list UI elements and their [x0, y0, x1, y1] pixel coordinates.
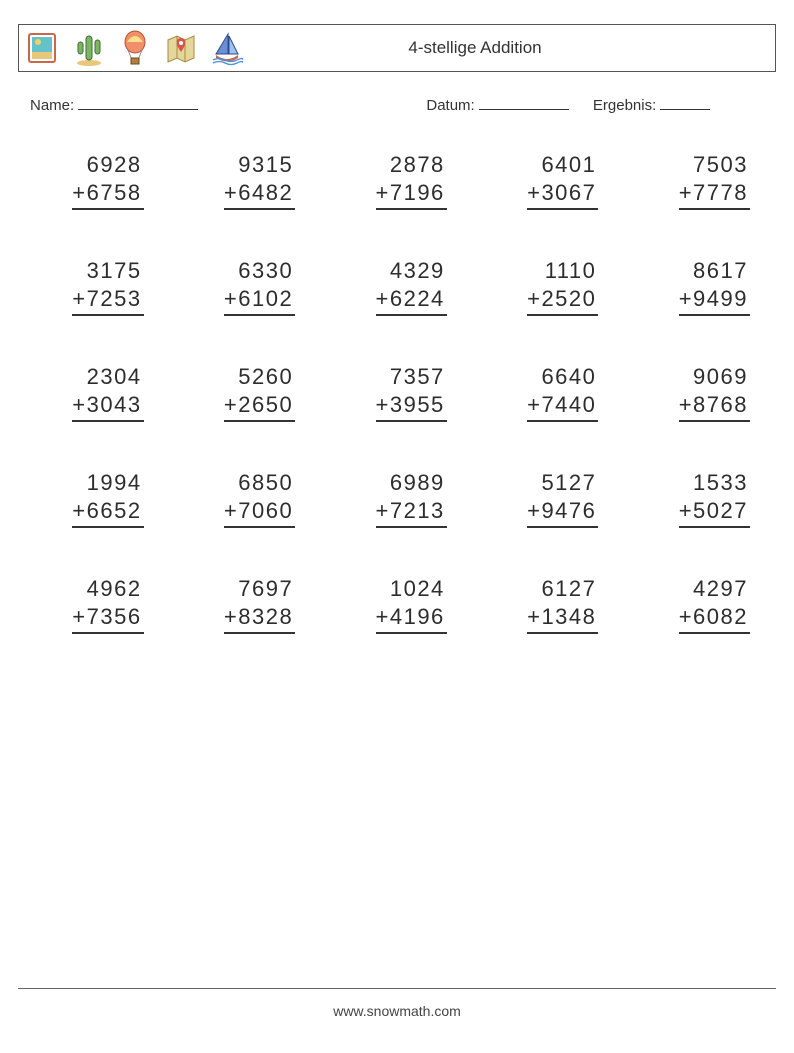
addend-top: 6928	[87, 152, 144, 178]
addition-problem: 6330+6102	[196, 258, 296, 316]
addend-top: 8617	[693, 258, 750, 284]
addend-top: 1533	[693, 470, 750, 496]
footer-text: www.snowmath.com	[0, 1003, 794, 1019]
addition-problem: 4329+6224	[347, 258, 447, 316]
addend-top: 1024	[390, 576, 447, 602]
addend-bottom: +7356	[72, 604, 143, 634]
score-field: Ergebnis:	[593, 96, 711, 114]
balloon-icon	[119, 30, 151, 66]
addend-bottom: +1348	[527, 604, 598, 634]
addend-bottom: +9476	[527, 498, 598, 528]
addend-bottom: +7440	[527, 392, 598, 422]
date-blank[interactable]	[479, 96, 569, 110]
addend-top: 1110	[545, 258, 599, 284]
addend-bottom: +6224	[376, 286, 447, 316]
addition-problem: 6989+7213	[347, 470, 447, 528]
addition-problem: 6401+3067	[499, 152, 599, 210]
addend-bottom: +6082	[679, 604, 750, 634]
cactus-icon	[73, 30, 105, 66]
addend-top: 6330	[238, 258, 295, 284]
addend-top: 4297	[693, 576, 750, 602]
addend-bottom: +8768	[679, 392, 750, 422]
addition-problem: 2304+3043	[44, 364, 144, 422]
addend-bottom: +7196	[376, 180, 447, 210]
addition-problem: 4297+6082	[650, 576, 750, 634]
addition-problem: 6640+7440	[499, 364, 599, 422]
addend-bottom: +6482	[224, 180, 295, 210]
addition-problem: 5127+9476	[499, 470, 599, 528]
score-label: Ergebnis:	[593, 97, 656, 114]
footer-rule	[18, 988, 776, 989]
addition-problem: 7357+3955	[347, 364, 447, 422]
addend-top: 6640	[541, 364, 598, 390]
addition-problem: 1110+2520	[499, 258, 599, 316]
addition-problem: 7503+7778	[650, 152, 750, 210]
addend-bottom: +7060	[224, 498, 295, 528]
addend-bottom: +3043	[72, 392, 143, 422]
page-title: 4-stellige Addition	[243, 38, 767, 58]
name-field: Name:	[30, 96, 426, 114]
addend-bottom: +2520	[527, 286, 598, 316]
addition-problem: 6850+7060	[196, 470, 296, 528]
problems-grid: 6928+6758 9315+6482 2878+7196 6401+3067 7503…	[18, 134, 776, 634]
addend-top: 2304	[87, 364, 144, 390]
icon-strip	[27, 30, 243, 66]
addition-problem: 7697+8328	[196, 576, 296, 634]
addend-top: 3175	[87, 258, 144, 284]
addition-problem: 6928+6758	[44, 152, 144, 210]
addend-bottom: +7778	[679, 180, 750, 210]
addend-top: 6850	[238, 470, 295, 496]
worksheet-page: 4-stellige Addition Name: Datum: Ergebni…	[0, 0, 794, 1053]
addend-bottom: +3067	[527, 180, 598, 210]
addition-problem: 2878+7196	[347, 152, 447, 210]
addend-top: 5127	[541, 470, 598, 496]
name-label: Name:	[30, 97, 74, 114]
addition-problem: 4962+7356	[44, 576, 144, 634]
addend-top: 7357	[390, 364, 447, 390]
addend-bottom: +6652	[72, 498, 143, 528]
addition-problem: 1024+4196	[347, 576, 447, 634]
addend-top: 6401	[541, 152, 598, 178]
addend-top: 4329	[390, 258, 447, 284]
info-row: Name: Datum: Ergebnis:	[18, 90, 776, 134]
score-blank[interactable]	[660, 96, 710, 110]
date-field: Datum:	[426, 96, 569, 114]
addend-top: 6127	[541, 576, 598, 602]
addend-top: 6989	[390, 470, 447, 496]
addition-problem: 6127+1348	[499, 576, 599, 634]
addition-problem: 5260+2650	[196, 364, 296, 422]
addend-top: 5260	[238, 364, 295, 390]
coast-frame-icon	[27, 30, 59, 66]
addition-problem: 1533+5027	[650, 470, 750, 528]
addend-bottom: +7253	[72, 286, 143, 316]
addend-top: 7503	[693, 152, 750, 178]
addend-top: 7697	[238, 576, 295, 602]
map-pin-icon	[165, 30, 197, 66]
header-box: 4-stellige Addition	[18, 24, 776, 72]
addition-problem: 9315+6482	[196, 152, 296, 210]
addend-top: 9315	[238, 152, 295, 178]
addition-problem: 1994+6652	[44, 470, 144, 528]
addition-problem: 3175+7253	[44, 258, 144, 316]
addend-bottom: +6102	[224, 286, 295, 316]
addend-bottom: +8328	[224, 604, 295, 634]
addend-top: 9069	[693, 364, 750, 390]
addend-top: 4962	[87, 576, 144, 602]
addend-bottom: +2650	[224, 392, 295, 422]
sailboat-icon	[211, 30, 243, 66]
addend-bottom: +6758	[72, 180, 143, 210]
addend-bottom: +9499	[679, 286, 750, 316]
addend-bottom: +4196	[376, 604, 447, 634]
addend-bottom: +5027	[679, 498, 750, 528]
addend-top: 1994	[87, 470, 144, 496]
addend-bottom: +7213	[376, 498, 447, 528]
addend-top: 2878	[390, 152, 447, 178]
date-label: Datum:	[426, 97, 474, 114]
addition-problem: 9069+8768	[650, 364, 750, 422]
addition-problem: 8617+9499	[650, 258, 750, 316]
name-blank[interactable]	[78, 96, 198, 110]
addend-bottom: +3955	[376, 392, 447, 422]
